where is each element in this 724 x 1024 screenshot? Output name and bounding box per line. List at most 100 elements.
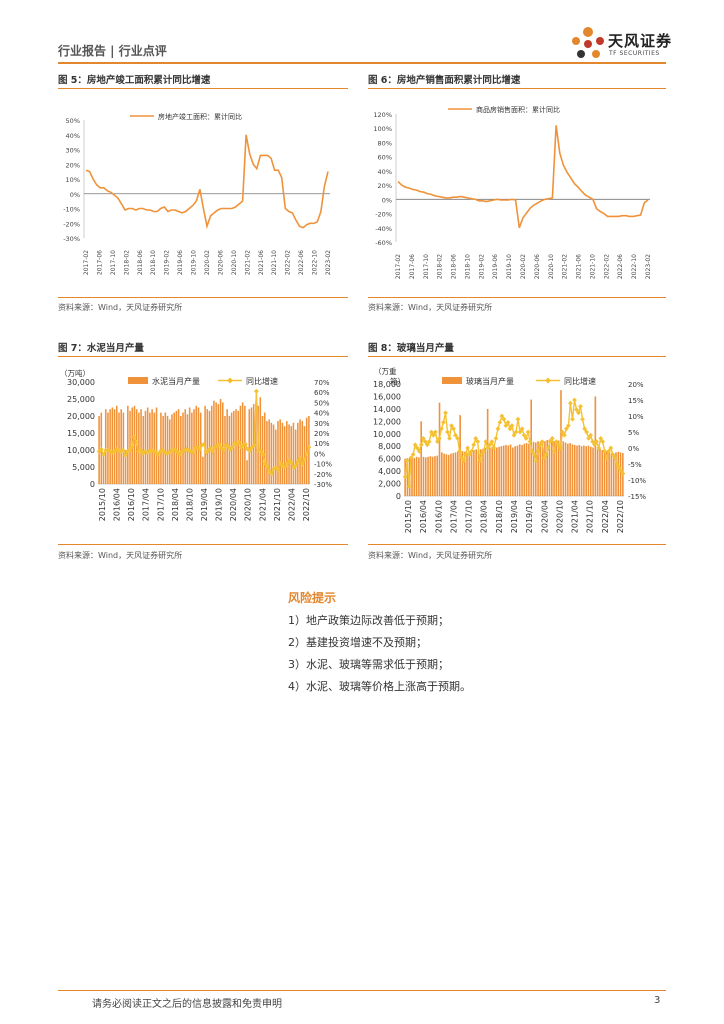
growth-point xyxy=(582,426,587,432)
growth-point xyxy=(499,413,505,419)
x-tick-label: 2022-06 xyxy=(298,250,305,275)
bar xyxy=(612,453,615,496)
growth-point xyxy=(402,474,408,480)
growth-point xyxy=(519,426,525,432)
fig5-rule xyxy=(58,88,348,89)
y-left-tick-label: 12,000 xyxy=(373,417,401,426)
risk-item-2: 2）基建投资增速不及预期； xyxy=(288,636,427,649)
bar xyxy=(438,402,441,496)
growth-point xyxy=(186,447,192,453)
bar xyxy=(555,440,558,496)
bar xyxy=(551,440,553,496)
x-tick-label: 2021-06 xyxy=(258,250,265,275)
growth-point xyxy=(493,436,499,441)
growth-point xyxy=(114,446,119,452)
bar xyxy=(521,445,523,496)
bar xyxy=(266,421,268,484)
growth-point xyxy=(489,439,495,444)
x-tick-label: 2018-02 xyxy=(437,254,444,279)
growth-point xyxy=(564,426,569,432)
bar xyxy=(479,449,482,496)
legend-line-marker xyxy=(545,377,551,384)
bar xyxy=(429,456,432,496)
growth-point xyxy=(457,448,462,454)
growth-point xyxy=(232,440,237,446)
bar xyxy=(482,448,484,496)
growth-point xyxy=(109,450,115,455)
growth-point xyxy=(435,439,440,444)
legend-line-label: 同比增速 xyxy=(246,376,278,386)
growth-point xyxy=(549,436,555,441)
growth-point xyxy=(503,423,509,428)
bar xyxy=(608,452,610,496)
y-tick-label: 60% xyxy=(378,154,392,162)
growth-point xyxy=(574,407,579,412)
growth-point xyxy=(604,455,610,460)
bar xyxy=(583,445,585,496)
bar xyxy=(592,447,594,496)
bar xyxy=(166,416,169,484)
y-tick-label: 40% xyxy=(378,168,392,176)
x-tick-label: 2017-06 xyxy=(96,250,103,275)
growth-point xyxy=(404,458,410,464)
x-tick-label: 2018-02 xyxy=(123,250,130,275)
x-tick-label: 2019-02 xyxy=(164,250,171,275)
x-tick-label: 2017-10 xyxy=(110,250,117,275)
x-tick-label: 2019/04 xyxy=(510,500,519,533)
bar xyxy=(116,405,118,484)
bar xyxy=(406,458,409,496)
risk-item-3: 3）水泥、玻璃等需求低于预期； xyxy=(288,658,449,671)
growth-point xyxy=(572,397,577,403)
bar xyxy=(580,446,583,496)
growth-point xyxy=(445,429,450,435)
y-right-tick-label: -30% xyxy=(314,481,332,489)
bar xyxy=(537,441,539,496)
bar xyxy=(610,453,613,496)
growth-point xyxy=(412,442,418,448)
legend-bar-swatch xyxy=(442,377,462,384)
fig8-source: 资料来源：Wind，天风证券研究所 xyxy=(368,551,493,560)
growth-point xyxy=(221,447,227,453)
y-right-tick-label: 30% xyxy=(314,420,330,428)
logo-text: 天风证券 xyxy=(608,32,673,50)
growth-point xyxy=(269,471,275,477)
bar xyxy=(294,429,297,484)
series-line xyxy=(397,125,649,229)
growth-point xyxy=(576,410,581,416)
growth-point xyxy=(199,442,205,448)
growth-point xyxy=(214,443,220,449)
growth-point xyxy=(495,426,501,432)
growth-point xyxy=(112,449,117,454)
growth-point xyxy=(254,388,259,394)
bar xyxy=(261,416,264,484)
growth-point xyxy=(566,423,571,428)
bar xyxy=(140,409,142,484)
x-tick-label: 2020/04 xyxy=(229,488,238,521)
fig7-chart: 30,000 25,000 20,000 15,000 10,000 5,000 0 70% 6… xyxy=(60,368,332,521)
growth-point xyxy=(181,447,187,453)
bar xyxy=(585,446,587,496)
growth-point xyxy=(422,439,428,444)
bar xyxy=(275,429,277,484)
bar xyxy=(151,409,153,484)
growth-point xyxy=(227,446,233,452)
growth-point xyxy=(562,432,567,438)
growth-point xyxy=(420,436,426,441)
y-left-tick-label: 10,000 xyxy=(373,430,401,439)
bar xyxy=(184,409,187,484)
growth-point xyxy=(449,423,454,428)
growth-point xyxy=(479,452,485,457)
growth-point xyxy=(620,471,626,476)
bar xyxy=(281,422,284,484)
bar xyxy=(418,457,420,496)
bar xyxy=(188,407,191,484)
bar xyxy=(277,421,279,484)
bar xyxy=(532,441,535,496)
x-tick-label: 2018-10 xyxy=(464,254,471,279)
growth-point xyxy=(299,461,305,466)
growth-point xyxy=(258,449,264,454)
growth-point xyxy=(155,452,161,457)
bar xyxy=(539,441,542,496)
x-tick-label: 2016/04 xyxy=(113,488,122,521)
growth-point xyxy=(289,460,294,465)
